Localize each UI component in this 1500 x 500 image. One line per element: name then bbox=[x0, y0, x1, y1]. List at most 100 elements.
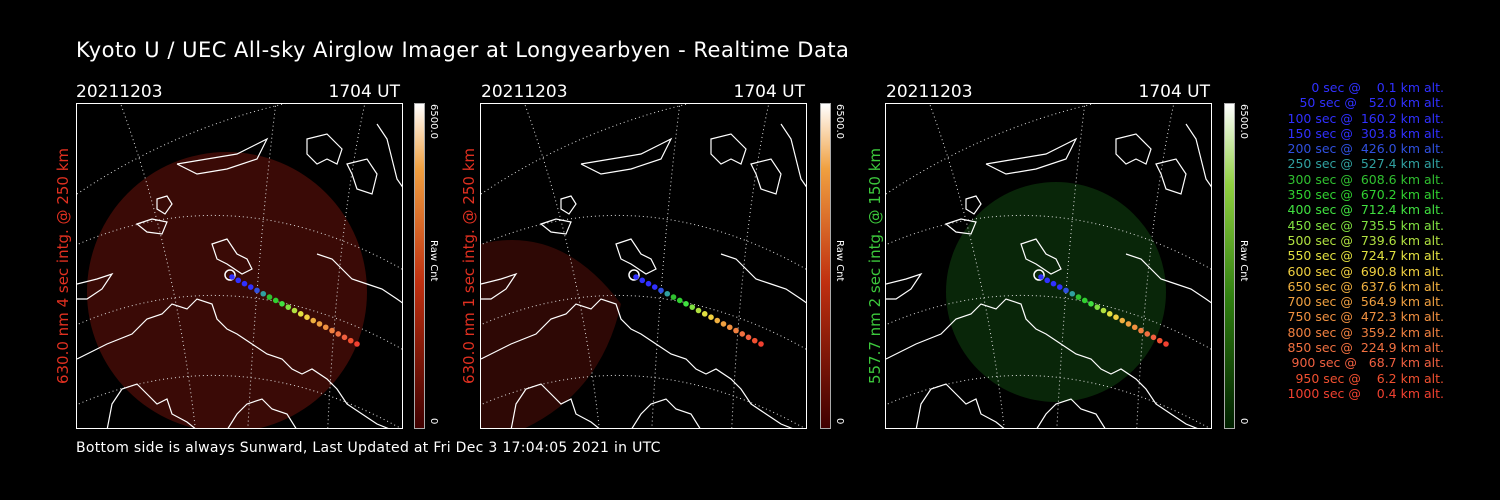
trajectory-point bbox=[291, 307, 298, 314]
trajectory-point bbox=[1125, 321, 1132, 327]
panel-2-wavelength-label: 630.0 nm 1 sec intg. @ 250 km bbox=[460, 147, 478, 385]
trajectory-point bbox=[285, 304, 292, 310]
trajectory-point bbox=[645, 280, 652, 287]
trajectory-point bbox=[310, 317, 317, 324]
panel-2-image[interactable] bbox=[480, 103, 807, 429]
legend-row: 600 sec @ 690.8 km alt. bbox=[1283, 263, 1445, 279]
trajectory-point bbox=[335, 331, 342, 337]
panel-2-time: 1704 UT bbox=[733, 82, 806, 102]
trajectory-point bbox=[1100, 307, 1107, 314]
trajectory-point bbox=[254, 287, 260, 294]
trajectory-point bbox=[1163, 341, 1169, 347]
trajectory-point bbox=[279, 301, 285, 307]
footer-status: Bottom side is always Sunward, Last Upda… bbox=[76, 440, 661, 456]
trajectory-point bbox=[241, 280, 248, 287]
trajectory-point bbox=[1106, 311, 1113, 317]
panel-3-colorbar-min: 0 bbox=[1238, 418, 1249, 425]
trajectory-point bbox=[758, 341, 764, 347]
legend-row: 1000 sec @ 0.4 km alt. bbox=[1287, 385, 1444, 401]
trajectory-point bbox=[670, 294, 677, 300]
legend-row: 550 sec @ 724.7 km alt. bbox=[1283, 248, 1445, 264]
trajectory-point bbox=[683, 301, 689, 307]
panel-1-wavelength-label: 630.0 nm 4 sec intg. @ 250 km bbox=[54, 147, 72, 385]
trajectory-point bbox=[1156, 337, 1163, 344]
legend-row: 800 sec @ 359.2 km alt. bbox=[1283, 324, 1445, 340]
panel-2-colorbar-max: 6500.0 bbox=[834, 104, 845, 139]
legend-row: 650 sec @ 637.6 km alt. bbox=[1283, 278, 1445, 294]
panel-3-image[interactable] bbox=[885, 103, 1212, 429]
legend-row: 700 sec @ 564.9 km alt. bbox=[1283, 294, 1445, 310]
panel-1-image[interactable] bbox=[76, 103, 403, 429]
legend-row: 100 sec @ 160.2 km alt. bbox=[1283, 110, 1445, 126]
trajectory-point bbox=[639, 277, 646, 284]
trajectory-point bbox=[1038, 274, 1044, 280]
legend-row: 950 sec @ 6.2 km alt. bbox=[1291, 370, 1444, 386]
panel-2-date: 20211203 bbox=[481, 82, 568, 102]
map-canvas bbox=[886, 104, 1211, 428]
panel-1-date: 20211203 bbox=[76, 82, 163, 102]
trajectory-point bbox=[297, 311, 304, 317]
trajectory-point bbox=[229, 274, 235, 280]
panel-1-colorbar-max: 6500.0 bbox=[428, 104, 439, 139]
trajectory-point bbox=[745, 334, 752, 341]
trajectory-point bbox=[733, 327, 739, 334]
panel-3-wavelength-label: 557.7 nm 2 sec intg. @ 150 km bbox=[866, 147, 884, 385]
station-marker bbox=[224, 269, 236, 281]
trajectory-point bbox=[354, 341, 360, 347]
panel-1-colorbar bbox=[414, 103, 425, 429]
trajectory-point bbox=[714, 317, 721, 324]
panel-1-colorbar-min: 0 bbox=[428, 418, 439, 425]
trajectory-point bbox=[266, 294, 273, 300]
panel-2-colorbar-unit: Raw Cnt bbox=[834, 240, 845, 282]
trajectory-point bbox=[235, 277, 242, 284]
trajectory-point bbox=[329, 327, 335, 334]
panel-3-colorbar bbox=[1224, 103, 1235, 429]
trajectory-point bbox=[316, 321, 323, 327]
legend-row: 750 sec @ 472.3 km alt. bbox=[1283, 309, 1445, 325]
trajectory-point bbox=[322, 324, 329, 331]
trajectory-point bbox=[708, 314, 714, 320]
trajectory-point bbox=[1150, 334, 1157, 341]
trajectory-point bbox=[633, 274, 639, 280]
trajectory-point bbox=[701, 311, 708, 317]
panel-3-date: 20211203 bbox=[886, 82, 973, 102]
trajectory-point bbox=[726, 324, 733, 331]
legend-row: 350 sec @ 670.2 km alt. bbox=[1283, 187, 1445, 203]
panel-2-colorbar bbox=[820, 103, 831, 429]
trajectory-point bbox=[720, 321, 727, 327]
trajectory-point bbox=[347, 337, 354, 344]
legend-row: 0 sec @ 0.1 km alt. bbox=[1299, 80, 1444, 95]
legend-row: 50 sec @ 52.0 km alt. bbox=[1291, 95, 1444, 111]
panel-2-colorbar-min: 0 bbox=[834, 418, 845, 425]
panel-3-colorbar-unit: Raw Cnt bbox=[1238, 240, 1249, 282]
trajectory-point bbox=[1119, 317, 1126, 324]
trajectory-point bbox=[1044, 277, 1051, 284]
trajectory-point bbox=[676, 297, 683, 304]
legend-row: 400 sec @ 712.4 km alt. bbox=[1283, 202, 1445, 218]
station-marker bbox=[1033, 269, 1045, 281]
trajectory-point bbox=[1144, 331, 1151, 337]
trajectory-point bbox=[664, 290, 671, 297]
legend-row: 250 sec @ 527.4 km alt. bbox=[1283, 156, 1445, 172]
trajectory-point bbox=[272, 297, 279, 304]
trajectory-point bbox=[739, 331, 746, 337]
panel-1-time: 1704 UT bbox=[328, 82, 401, 102]
legend-row: 900 sec @ 68.7 km alt. bbox=[1287, 355, 1444, 371]
legend-row: 150 sec @ 303.8 km alt. bbox=[1283, 125, 1445, 141]
trajectory-point bbox=[1063, 287, 1069, 294]
page-title: Kyoto U / UEC All-sky Airglow Imager at … bbox=[76, 38, 850, 62]
panel-3-time: 1704 UT bbox=[1138, 82, 1211, 102]
trajectory-point bbox=[1050, 280, 1057, 287]
trajectory-point bbox=[1094, 304, 1101, 310]
trajectory-point bbox=[304, 314, 310, 320]
trajectory-point bbox=[1131, 324, 1138, 331]
trajectory-point bbox=[247, 284, 254, 290]
trajectory-point bbox=[1056, 284, 1063, 290]
trajectory-point bbox=[1075, 294, 1082, 300]
panel-1-colorbar-unit: Raw Cnt bbox=[428, 240, 439, 282]
trajectory-point bbox=[689, 304, 696, 310]
trajectory-point bbox=[751, 337, 758, 344]
panel-3-colorbar-max: 6500.0 bbox=[1238, 104, 1249, 139]
trajectory-point bbox=[1138, 327, 1144, 334]
trajectory-point bbox=[1069, 290, 1076, 297]
